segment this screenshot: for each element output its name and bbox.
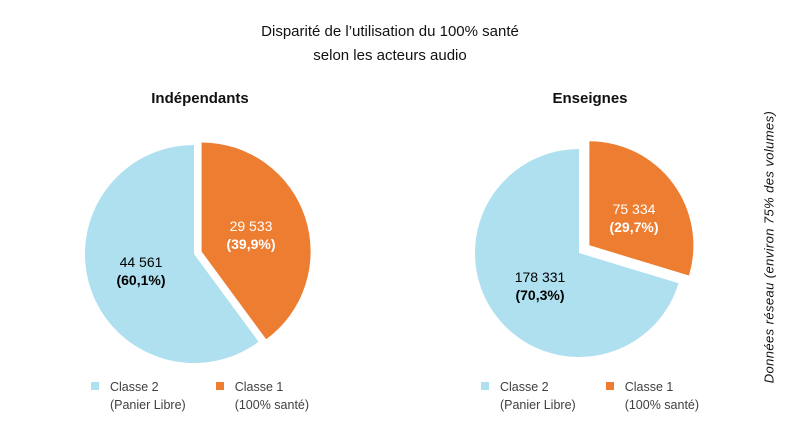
pie-slice-classe1 (201, 142, 311, 340)
legend-label-classe2: Classe 2 (Panier Libre) (500, 378, 576, 414)
slice-label-classe2: 178 331 (70,3%) (515, 268, 566, 304)
side-note-vertical: Données réseau (environ 75% des volumes) (761, 110, 777, 384)
slice-value: 29 533 (229, 218, 273, 234)
legend-item-classe2: Classe 2 (Panier Libre) (480, 378, 576, 414)
slice-label-classe1: 75 334 (29,7%) (609, 200, 658, 236)
chart-title: Disparité de l’utilisation du 100% santé… (0, 20, 780, 68)
panel-title-independants: Indépendants (151, 90, 249, 107)
pie-slice-classe1 (589, 141, 694, 276)
chart-title-line1: Disparité de l’utilisation du 100% santé (261, 23, 519, 40)
legend-label-line2: (Panier Libre) (499, 398, 576, 412)
slice-percent: (39,9%) (226, 236, 276, 252)
legend-enseignes: Classe 2 (Panier Libre) Classe 1 (100% s… (440, 378, 740, 414)
slice-percent: (60,1%) (116, 272, 166, 288)
slice-value: 44 561 (119, 254, 163, 270)
legend-label-line2: (Panier Libre) (109, 398, 186, 412)
legend-label-classe2: Classe 2 (Panier Libre) (110, 378, 186, 414)
slice-label-classe2: 44 561 (60,1%) (116, 253, 165, 289)
pie-chart-independants (85, 142, 311, 363)
slice-value: 178 331 (514, 269, 566, 285)
legend-label-line1: Classe 2 (499, 380, 549, 394)
slice-percent: (29,7%) (609, 219, 659, 235)
panel-independants: Indépendants 29 533 (39,9%) 44 561 (60,1… (50, 90, 350, 435)
panel-title-enseignes: Enseignes (552, 90, 628, 107)
legend-item-classe1: Classe 1 (100% santé) (215, 378, 309, 414)
legend-label-line1: Classe 1 (234, 380, 284, 394)
legend-marker-classe1-icon (605, 382, 614, 390)
chart-title-line2: selon les acteurs audio (313, 47, 467, 64)
pie-slice-classe2 (85, 145, 259, 363)
legend-label-line2: (100% santé) (624, 398, 700, 412)
slice-value: 75 334 (612, 201, 656, 217)
pie-slice-classe2 (475, 149, 679, 357)
pie-chart-enseignes (475, 141, 694, 357)
slice-percent: (70,3%) (515, 287, 565, 303)
slice-label-classe1: 29 533 (39,9%) (226, 217, 275, 253)
legend-label-line1: Classe 2 (109, 380, 159, 394)
legend-marker-classe2-icon (480, 382, 489, 390)
legend-label-classe1: Classe 1 (100% santé) (625, 378, 699, 414)
legend-marker-classe1-icon (215, 382, 224, 390)
legend-marker-classe2-icon (90, 382, 99, 390)
legend-independants: Classe 2 (Panier Libre) Classe 1 (100% s… (50, 378, 350, 414)
legend-label-line2: (100% santé) (234, 398, 310, 412)
legend-item-classe2: Classe 2 (Panier Libre) (90, 378, 186, 414)
legend-item-classe1: Classe 1 (100% santé) (605, 378, 699, 414)
panel-enseignes: Enseignes 75 334 (29,7%) 178 331 (70,3%)… (440, 90, 740, 435)
legend-label-classe1: Classe 1 (100% santé) (235, 378, 309, 414)
legend-label-line1: Classe 1 (624, 380, 674, 394)
